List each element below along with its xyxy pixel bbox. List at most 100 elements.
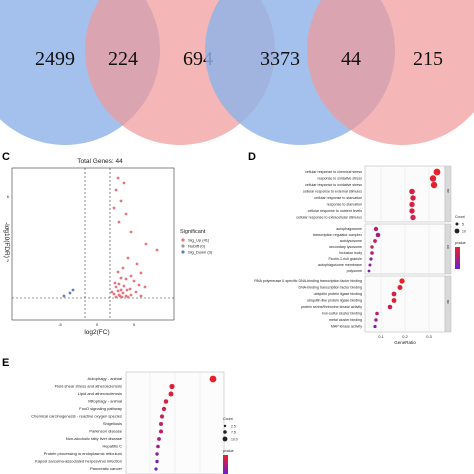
go-term-1-8: cellular response to extracellular stimu… <box>296 216 362 220</box>
go-dot <box>369 257 373 261</box>
volcano-point-up <box>112 292 116 296</box>
volcano-legend-nodiff-dot <box>181 244 185 248</box>
volcano-point-up <box>122 181 126 185</box>
volcano-point-down <box>62 294 66 298</box>
volcano-point-up <box>134 290 138 294</box>
volcano-xtick-1: -5 <box>58 322 62 327</box>
go-legend-count-small <box>455 222 459 226</box>
go-dot <box>387 304 393 310</box>
venn-right: 3373 44 215 <box>205 0 474 145</box>
go-xtick-3: 0.3 <box>426 334 432 339</box>
go-term-2-3: autolysosome <box>340 239 362 243</box>
volcano-legend-nodiff-label: NoDiff (0) <box>188 244 206 249</box>
volcano-point-up <box>126 256 130 260</box>
venn-right-overlap-count: 44 <box>341 48 361 70</box>
go-legend-count-large <box>454 228 460 234</box>
volcano-ytick-1: 2 <box>7 258 10 263</box>
go-dot <box>373 324 377 329</box>
go-term-1-4: cellular response to external stimulus <box>303 190 362 194</box>
volcano-point-up <box>155 248 159 252</box>
volcano-point-up <box>125 288 129 292</box>
go-xtick-1: 0.1 <box>378 334 384 339</box>
volcano-point-up <box>118 294 122 298</box>
volcano-point-up <box>117 220 121 224</box>
panel-d: D BP CC MF cellular response to chemical… <box>248 151 466 345</box>
volcano-legend-up-label: Sig_Up (41) <box>188 238 210 243</box>
go-term-3-4: ubiquitin-like protein ligase binding <box>307 299 362 303</box>
kegg-dot <box>159 422 163 426</box>
panel-e-letter: E <box>2 357 9 369</box>
go-dot <box>370 251 374 255</box>
go-term-1-1: cellular response to chemical stress <box>305 170 362 174</box>
go-term-3-5: protein serine/threonine kinase activity <box>301 305 362 309</box>
kegg-term-13: Pancreatic cancer <box>90 466 123 471</box>
go-dot <box>368 263 372 267</box>
kegg-term-12: Kaposi sarcoma-associated herpesvirus in… <box>35 459 122 464</box>
volcano-plot-area <box>11 167 175 321</box>
venn-right-only-count: 3373 <box>260 48 300 70</box>
go-dot <box>391 291 397 297</box>
go-term-2-8: polysome <box>347 269 362 273</box>
go-legend-pvalue-title: pvalue <box>455 241 466 245</box>
volcano-point-up <box>113 281 117 285</box>
go-term-1-2: response to oxidative stress <box>317 177 362 181</box>
volcano-point-up <box>116 176 120 180</box>
volcano-point-down <box>71 288 75 292</box>
go-dot <box>375 311 379 316</box>
go-dot <box>375 232 381 238</box>
kegg-term-1: Autophagy - animal <box>88 376 123 381</box>
go-dot <box>409 188 415 195</box>
kegg-legend-count-title: Count <box>223 417 233 421</box>
go-legend-count-small-label: 5 <box>462 223 464 227</box>
volcano-point-up <box>129 293 133 297</box>
go-strip-2-label: CC <box>446 245 450 250</box>
kegg-dot <box>156 444 160 449</box>
volcano-point-up <box>129 274 133 278</box>
volcano-point-up <box>121 291 125 295</box>
volcano-point-up <box>124 212 128 216</box>
go-strip-3 <box>444 275 452 333</box>
kegg-dot <box>159 414 165 419</box>
kegg-term-8: Parkinson disease <box>89 429 122 434</box>
volcano-legend-down-label: Sig_Down (3) <box>188 250 213 255</box>
go-strip-3-label: MF <box>446 300 450 304</box>
kegg-legend-pvalue-title: pvalue <box>223 449 234 453</box>
go-term-1-6: response to starvation <box>327 203 362 207</box>
kegg-dot <box>155 459 159 464</box>
kegg-dot <box>163 399 169 404</box>
volcano-point-up <box>119 199 123 203</box>
volcano-xlabel: log2(FC) <box>84 329 109 336</box>
go-term-3-7: metal cluster binding <box>329 318 362 322</box>
volcano-ylabel: -log10(FDR) <box>3 222 10 258</box>
go-dot <box>410 214 416 221</box>
panel-c-letter: C <box>2 151 10 163</box>
volcano-point-up <box>126 295 130 299</box>
kegg-term-9: Non-alcoholic fatty liver disease <box>66 436 123 441</box>
go-term-3-3: ubiquitin protein ligase binding <box>314 292 362 296</box>
go-term-2-6: Ficolin-1-rich granule <box>328 257 362 261</box>
go-xlabel: GeneRatio <box>394 340 416 345</box>
volcano-point-up <box>112 206 116 210</box>
volcano-point-up <box>139 271 143 275</box>
go-term-3-6: iron-sulfur cluster binding <box>322 312 362 316</box>
kegg-legend-count-3 <box>222 436 228 442</box>
volcano-point-up <box>114 188 118 192</box>
volcano-point-down <box>68 291 72 295</box>
go-term-2-5: inclusion body <box>339 251 362 255</box>
kegg-term-3: Lipid and atherosclerosis <box>78 391 122 396</box>
go-term-2-2: transcription regulator complex <box>313 233 362 237</box>
volcano-title: Total Genes: 44 <box>77 158 123 165</box>
go-dot <box>370 245 374 249</box>
go-dot <box>397 285 403 290</box>
volcano-point-up <box>116 289 120 293</box>
volcano-ytick-3: 6 <box>7 194 10 199</box>
go-dot <box>409 201 415 208</box>
go-strip-1-label: BP <box>446 189 450 193</box>
go-dot <box>374 318 378 322</box>
kegg-term-2: Fluid shear stress and atherosclerosis <box>55 384 122 389</box>
venn-left-overlap-count: 224 <box>108 48 138 70</box>
volcano-legend-up-dot <box>181 238 185 242</box>
venn-left-only-count: 2499 <box>35 48 75 70</box>
go-dot <box>373 226 379 232</box>
